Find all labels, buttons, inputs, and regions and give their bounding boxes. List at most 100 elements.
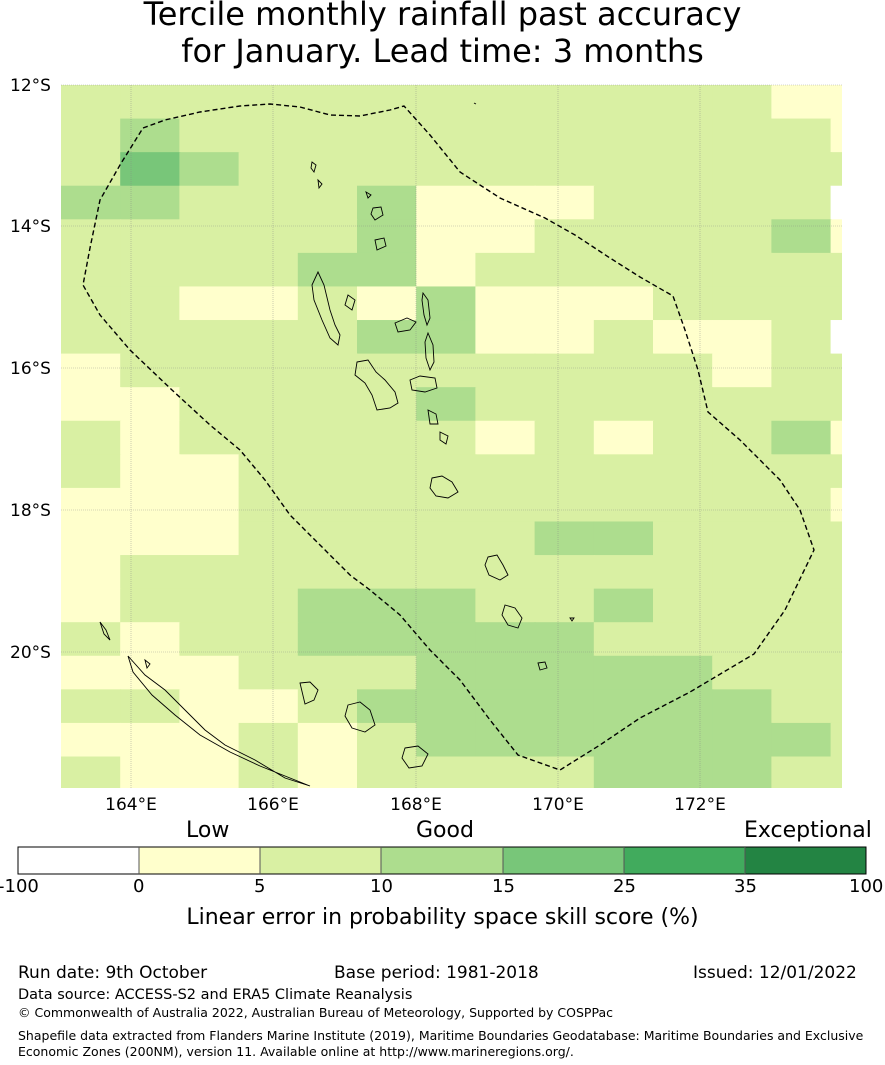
grid-cell [297, 454, 358, 489]
grid-cell [238, 320, 299, 355]
grid-cell [475, 487, 536, 523]
grid-cell [238, 118, 299, 154]
grid-cell [653, 85, 714, 120]
grid-cell [297, 118, 358, 154]
grid-cell [830, 320, 842, 355]
grid-cell [475, 655, 536, 691]
title-line-1: Tercile monthly rainfall past accuracy [143, 0, 742, 33]
banks-1 [365, 190, 372, 199]
epi [427, 409, 439, 425]
grid-cell [593, 555, 654, 590]
grid-cell [593, 689, 654, 724]
grid-cell [475, 555, 536, 590]
grid-cell [534, 521, 595, 557]
cb-tick: 10 [370, 876, 393, 897]
malo [344, 294, 356, 311]
grid-cell [416, 454, 477, 489]
tanna [501, 604, 523, 629]
grid-cell [475, 454, 536, 489]
shepherd [439, 431, 449, 445]
grid-cell [475, 387, 536, 422]
grid-cell [238, 420, 299, 456]
grid-cell [653, 454, 714, 489]
grid-cell [179, 85, 240, 120]
grid-cell [593, 286, 654, 322]
grid-cell [830, 555, 842, 590]
grid-cell [179, 588, 240, 624]
grid-cell [357, 722, 418, 758]
grid-cell [61, 722, 122, 758]
grid-cell [61, 252, 122, 288]
grid-cell [534, 320, 595, 355]
grid-cell [238, 521, 299, 557]
grid-cell [534, 622, 595, 657]
grid-cell [830, 454, 842, 489]
category-good: Good [416, 818, 474, 843]
grid-cell [416, 420, 477, 456]
grid-cell [534, 420, 595, 456]
grid-cell [61, 353, 122, 389]
grid-cell [653, 655, 714, 691]
grid-cell [830, 387, 842, 422]
maewo [421, 291, 431, 327]
grid-cell [238, 756, 299, 788]
grid-cell [357, 655, 418, 691]
grid-cell [830, 353, 842, 389]
cb-box-4 [381, 847, 503, 874]
grid-cell [61, 85, 122, 120]
grid-cell [771, 622, 832, 657]
cb-tick: -100 [0, 876, 39, 897]
grid-cell [416, 622, 477, 657]
shapefile-credit-2: Economic Zones (200NM), version 11. Avai… [18, 1044, 574, 1059]
map-title: Tercile monthly rainfall past accuracy f… [0, 0, 885, 70]
grid-cell [712, 756, 773, 788]
grid-cell [534, 722, 595, 758]
coastlines [99, 102, 575, 787]
aneityum [537, 661, 548, 671]
grid-cell [653, 387, 714, 422]
grid-cell [61, 320, 122, 355]
grid-cell [238, 655, 299, 691]
lon-axis: 164°E 166°E 168°E 170°E 172°E [105, 795, 726, 815]
grid-cell [593, 454, 654, 489]
grid-cell [179, 252, 240, 288]
grid-cell [593, 320, 654, 355]
grid-cell [653, 219, 714, 254]
grid-cell [297, 420, 358, 456]
grid-cell [475, 722, 536, 758]
grid-cell [416, 521, 477, 557]
ambae [394, 317, 417, 333]
ile-des-pins [144, 658, 151, 670]
base-period: Base period: 1981-2018 [334, 963, 539, 983]
grid-cell [475, 353, 536, 389]
grid-cell [416, 118, 477, 154]
grid-cell [475, 185, 536, 221]
grid-cell [357, 185, 418, 221]
grid-cell [120, 420, 181, 456]
grid-cell [357, 487, 418, 523]
grid-cell [179, 487, 240, 523]
grid-cell [653, 722, 714, 758]
shapefile-credit-1: Shapefile data extracted from Flanders M… [18, 1028, 864, 1043]
grid-cell [653, 152, 714, 187]
banks-3 [374, 237, 387, 251]
grid-cell [534, 219, 595, 254]
grid-cell [593, 655, 654, 691]
grid-cell [416, 252, 477, 288]
grid-cell [357, 689, 418, 724]
grid-cell [297, 252, 358, 288]
grid-cell [771, 185, 832, 221]
grid-cell [238, 85, 299, 120]
lon-label: 170°E [532, 795, 584, 815]
grid-cell [179, 118, 240, 154]
grid-cell [357, 118, 418, 154]
grid-cell [475, 320, 536, 355]
grid-cell [297, 655, 358, 691]
grid-cell [475, 286, 536, 322]
grid-cell [357, 454, 418, 489]
grid-cell [297, 622, 358, 657]
grid-cell [61, 286, 122, 322]
grid-cell [712, 722, 773, 758]
grid-cell [297, 353, 358, 389]
grid-cell [475, 622, 536, 657]
